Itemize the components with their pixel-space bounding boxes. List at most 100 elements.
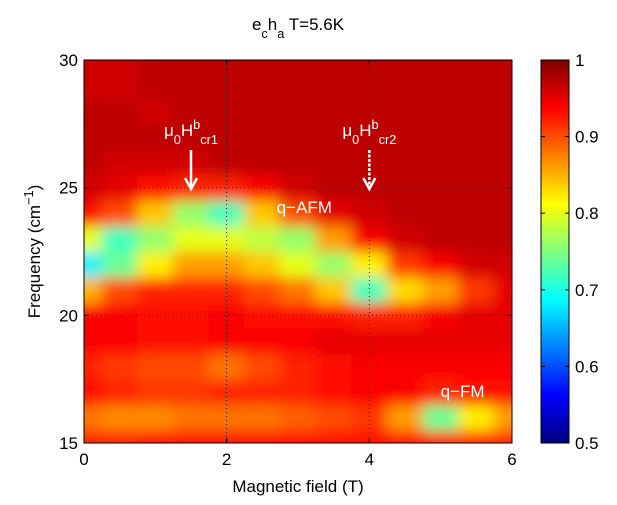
heat-cell	[351, 60, 388, 74]
heat-cell	[458, 148, 495, 176]
heat-cell	[244, 72, 281, 99]
heat-cell	[244, 225, 281, 252]
heat-cell	[458, 199, 495, 227]
heat-cell	[315, 404, 352, 431]
y-axis-label-part: Frequency (cm	[25, 205, 44, 318]
heat-cell	[84, 327, 103, 355]
heat-cell	[172, 123, 210, 150]
heat-cell	[279, 327, 317, 355]
heat-cell	[244, 174, 281, 201]
plot-frame	[83, 59, 513, 444]
arrow-head	[362, 177, 377, 192]
heat-cell	[101, 225, 138, 252]
heat-cell	[315, 327, 352, 355]
heat-cell	[101, 404, 138, 431]
annotation-part: 0	[174, 132, 181, 147]
heatmap	[84, 60, 512, 443]
annotation-part: H	[181, 121, 193, 140]
colorbar-tick-label: 0.9	[575, 128, 599, 147]
heat-cell	[279, 123, 317, 150]
y-axis-label: Frequency (cm−1)	[21, 185, 45, 319]
heat-cell	[279, 353, 317, 380]
heat-cell	[422, 148, 459, 176]
heat-cell	[137, 72, 174, 99]
heat-cell	[351, 353, 388, 380]
heat-cell	[458, 251, 495, 278]
annotation-part: μ	[164, 121, 174, 140]
heat-cell	[386, 251, 424, 278]
heat-cell	[493, 174, 512, 201]
heat-cell	[422, 251, 459, 278]
heat-cell	[84, 378, 103, 406]
heat-cell	[386, 327, 424, 355]
heat-cell	[458, 123, 495, 150]
heat-cell	[172, 97, 210, 125]
heat-cell	[279, 148, 317, 176]
heat-cell	[279, 378, 317, 406]
heat-cell	[101, 251, 138, 278]
heat-cell	[279, 199, 317, 227]
heat-cell	[208, 148, 245, 176]
heat-cell	[137, 123, 174, 150]
chart-title-part: h	[268, 15, 277, 34]
colorbar-tick-label: 0.8	[575, 204, 599, 223]
heat-cell	[279, 72, 317, 99]
heat-cell	[315, 72, 352, 99]
heat-cell	[493, 97, 512, 125]
heat-cell	[84, 60, 103, 74]
heat-cell	[458, 276, 495, 304]
heat-cell	[208, 199, 245, 227]
heat-cell	[493, 148, 512, 176]
heat-cell	[315, 97, 352, 125]
heat-cell	[244, 60, 281, 74]
y-tick-label: 25	[59, 179, 78, 198]
heat-cell	[172, 72, 210, 99]
heat-cell	[386, 199, 424, 227]
heat-cell	[84, 123, 103, 150]
heat-cell	[279, 97, 317, 125]
heat-cell	[137, 327, 174, 355]
heat-cell	[493, 429, 512, 443]
heat-cell	[208, 60, 245, 74]
heat-cell	[84, 302, 103, 329]
heat-cell	[315, 225, 352, 252]
heat-cell	[84, 148, 103, 176]
heat-cell	[422, 404, 459, 431]
heat-cell	[279, 276, 317, 304]
heat-cell	[351, 378, 388, 406]
heat-cell	[279, 404, 317, 431]
heat-cell	[244, 327, 281, 355]
heat-cell	[101, 199, 138, 227]
heat-cell	[279, 302, 317, 329]
heat-cell	[386, 148, 424, 176]
heat-cell	[137, 302, 174, 329]
heat-cell	[244, 251, 281, 278]
heat-cell	[351, 225, 388, 252]
heat-cell	[493, 72, 512, 99]
heat-cell	[458, 404, 495, 431]
arrow-head	[183, 177, 199, 192]
heat-cell	[493, 404, 512, 431]
annotation-part: 0	[352, 132, 359, 147]
heat-cell	[137, 378, 174, 406]
chart-title-part: a	[277, 26, 285, 41]
heat-cell	[137, 225, 174, 252]
heat-cell	[84, 225, 103, 252]
heat-cell	[84, 404, 103, 431]
annotation-part: cr1	[200, 132, 218, 147]
x-tick-label: 2	[222, 450, 231, 469]
heat-cell	[458, 225, 495, 252]
heat-cell	[422, 123, 459, 150]
heat-cell	[493, 276, 512, 304]
heat-cell	[279, 225, 317, 252]
colorbar-tick-label: 0.6	[575, 357, 599, 376]
heat-cell	[422, 353, 459, 380]
heat-cell	[172, 199, 210, 227]
heat-cell	[351, 97, 388, 125]
heat-cell	[101, 276, 138, 304]
heat-cell	[351, 199, 388, 227]
heat-cell	[315, 276, 352, 304]
heat-cell	[101, 123, 138, 150]
heat-cell	[244, 302, 281, 329]
heat-cell	[84, 72, 103, 99]
